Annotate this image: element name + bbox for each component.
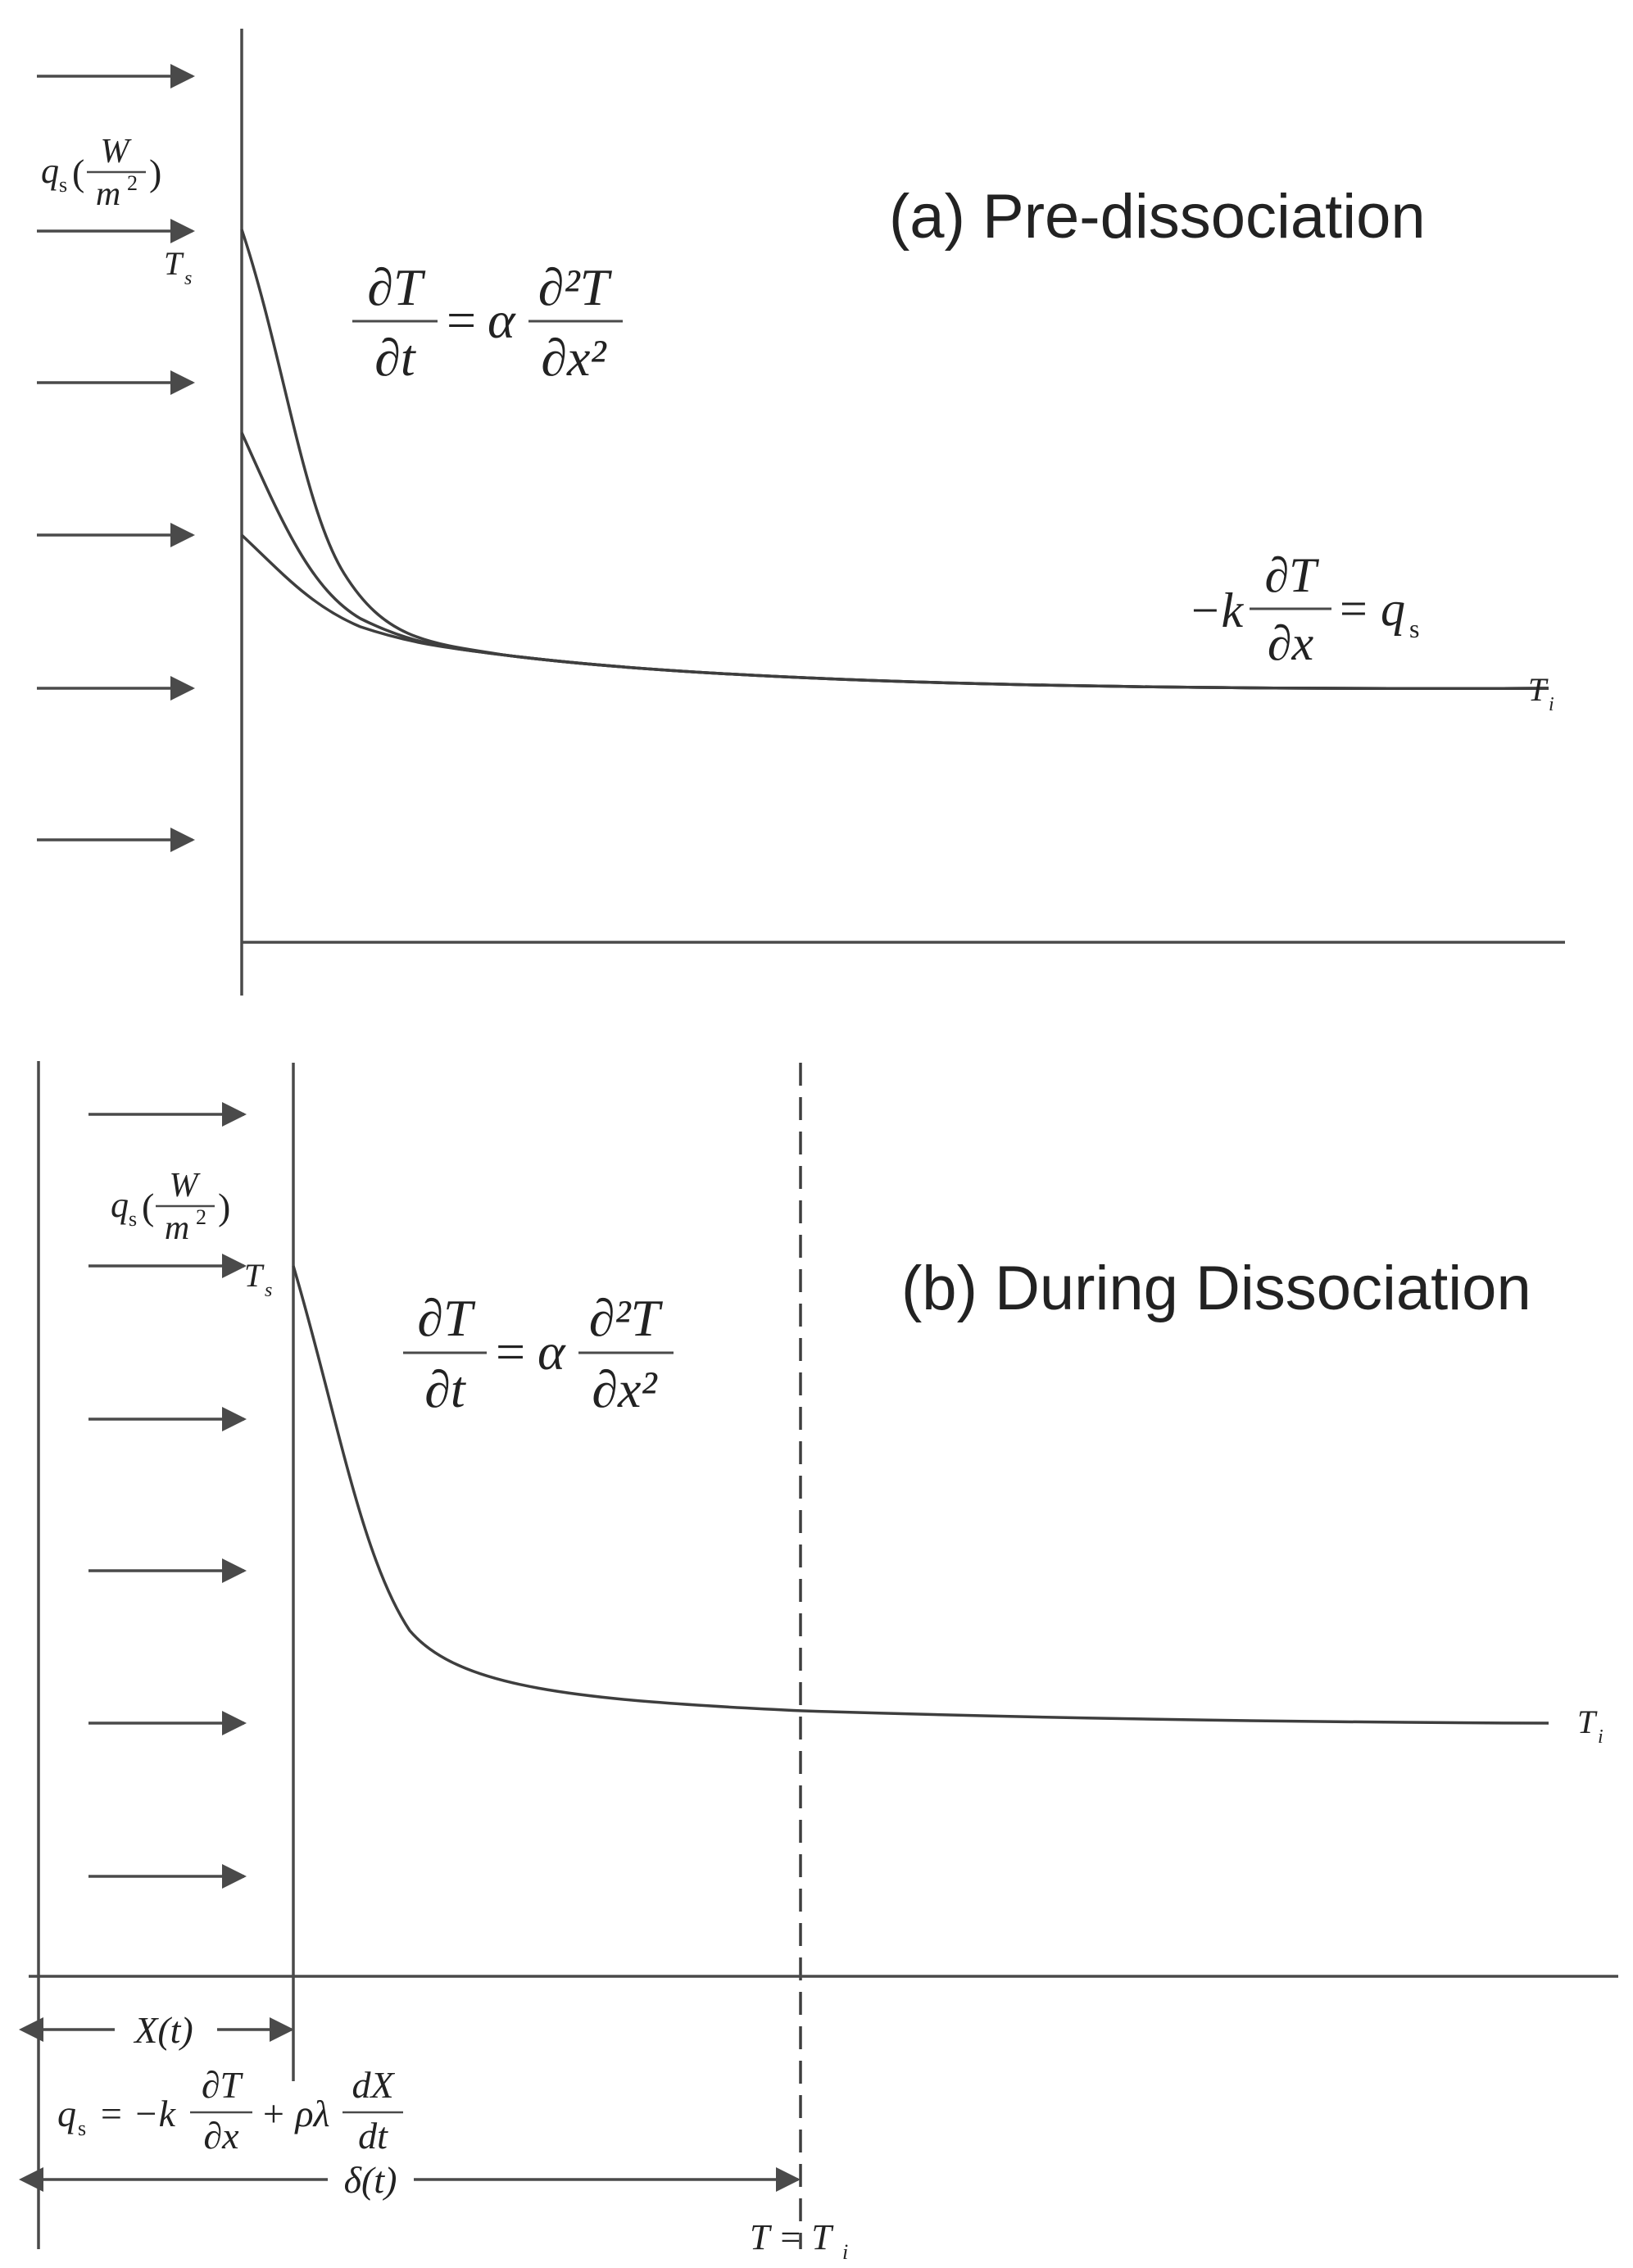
svg-text:+ ρλ: + ρλ — [261, 2093, 330, 2134]
panel-a-initial-temperature-label: T i — [1528, 671, 1554, 715]
svg-text:∂T: ∂T — [367, 258, 426, 316]
panel-b-temperature-profile — [292, 1265, 1549, 1725]
svg-text:): ) — [149, 152, 161, 193]
svg-text:(: ( — [142, 1186, 154, 1227]
svg-text:W: W — [101, 133, 133, 170]
svg-text:s: s — [59, 173, 67, 197]
svg-text:q: q — [41, 151, 59, 191]
svg-text:(: ( — [72, 152, 84, 193]
panel-a: (a) Pre-dissociation q s ( W m 2 ) T s ∂… — [37, 29, 1565, 996]
svg-text:2: 2 — [127, 171, 138, 195]
svg-text:∂²T: ∂²T — [538, 258, 613, 316]
svg-text:s: s — [78, 2116, 86, 2140]
panel-b-penetration-condition: T = T i — [750, 2217, 848, 2264]
svg-text:∂T: ∂T — [1264, 548, 1319, 602]
svg-text:s: s — [1409, 614, 1419, 643]
panel-a-boundary-condition: −k ∂T ∂x = q s — [1188, 548, 1419, 670]
svg-text:α: α — [488, 291, 516, 349]
panel-b-heat-equation: ∂T ∂t = α ∂²T ∂x² — [403, 1289, 674, 1418]
svg-text:s: s — [129, 1207, 137, 1231]
svg-text:=: = — [1340, 582, 1368, 636]
svg-text:T: T — [164, 245, 184, 282]
front-position-label: X(t) — [133, 2009, 193, 2051]
svg-text:i: i — [842, 2240, 848, 2264]
panel-b-title: (b) During Dissociation — [901, 1254, 1531, 1323]
svg-text:T = T: T = T — [750, 2217, 834, 2257]
svg-text:i: i — [1598, 1726, 1604, 1748]
svg-text:s: s — [184, 268, 192, 289]
panel-a-title: (a) Pre-dissociation — [889, 182, 1426, 252]
panel-a-surface-temperature-label: T s — [164, 245, 192, 289]
svg-text:∂t: ∂t — [424, 1360, 467, 1418]
svg-text:): ) — [218, 1186, 230, 1227]
panel-a-heat-equation: ∂T ∂t = α ∂²T ∂x² — [352, 258, 623, 387]
svg-text:∂x²: ∂x² — [541, 329, 607, 387]
svg-text:α: α — [538, 1322, 566, 1381]
panel-b-heat-flux-label: q s ( W m 2 ) — [111, 1167, 230, 1247]
svg-text:=: = — [496, 1322, 525, 1381]
svg-text:T: T — [244, 1257, 265, 1294]
panel-a-heat-flux-arrows — [37, 64, 195, 852]
svg-text:m: m — [96, 175, 120, 213]
svg-text:W: W — [170, 1167, 202, 1204]
svg-text:q: q — [57, 2093, 76, 2134]
svg-text:∂t: ∂t — [374, 329, 417, 387]
svg-text:∂T: ∂T — [417, 1289, 476, 1347]
temperature-profile-mid — [240, 432, 1549, 691]
penetration-depth-label: δ(t) — [344, 2159, 397, 2201]
svg-text:i: i — [1549, 694, 1554, 715]
panel-a-heat-flux-label: q s ( W m 2 ) — [41, 133, 161, 213]
svg-text:T: T — [1577, 1703, 1598, 1740]
svg-text:= −k: = −k — [98, 2093, 177, 2134]
svg-text:q: q — [1381, 582, 1405, 636]
svg-text:∂x: ∂x — [203, 2115, 239, 2157]
svg-text:−k: −k — [1188, 583, 1244, 637]
panel-b-surface-temperature-label: T s — [244, 1257, 272, 1301]
svg-text:∂²T: ∂²T — [589, 1289, 664, 1347]
panel-b: (b) During Dissociation q s ( W m 2 ) T … — [18, 1061, 1618, 2264]
svg-text:m: m — [165, 1209, 189, 1247]
panel-b-penetration-depth-dimension: δ(t) — [18, 2159, 801, 2201]
svg-text:∂x: ∂x — [1268, 616, 1314, 670]
svg-text:∂T: ∂T — [202, 2064, 244, 2106]
panel-b-initial-temperature-label: T i — [1577, 1703, 1604, 1748]
svg-text:T: T — [1528, 671, 1549, 708]
temperature-profile-early — [240, 533, 1549, 691]
svg-text:q: q — [111, 1185, 129, 1225]
panel-b-front-position-dimension: X(t) — [18, 2009, 294, 2051]
svg-text:∂x²: ∂x² — [592, 1360, 658, 1418]
panel-a-temperature-profiles — [240, 229, 1549, 691]
svg-text:s: s — [265, 1280, 272, 1301]
svg-text:dt: dt — [358, 2115, 388, 2157]
svg-text:=: = — [447, 291, 476, 349]
svg-text:dX: dX — [352, 2064, 395, 2106]
panel-b-energy-balance: q s = −k ∂T ∂x + ρλ dX dt — [57, 2064, 403, 2157]
panel-b-heat-flux-arrows — [88, 1102, 247, 1889]
svg-text:2: 2 — [196, 1205, 206, 1229]
